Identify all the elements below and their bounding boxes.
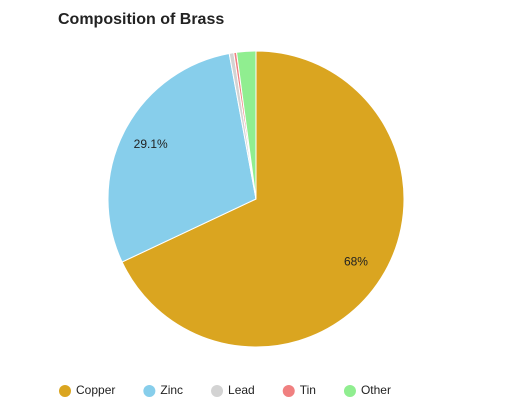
legend-label: Lead [228, 383, 255, 397]
legend-marker [59, 385, 71, 397]
chart-title: Composition of Brass [58, 11, 224, 28]
slice-label: 29.1% [134, 137, 168, 151]
legend-label: Tin [300, 383, 316, 397]
legend-label: Zinc [160, 383, 183, 397]
pie-slice [121, 50, 405, 348]
legend-marker [143, 385, 156, 397]
pie-slice [235, 50, 257, 200]
legend-label: Other [361, 383, 391, 397]
slice-label: 68% [344, 255, 368, 269]
legend-label: Copper [76, 383, 115, 397]
legend-marker [282, 385, 295, 397]
pie-slice [107, 52, 257, 263]
legend-marker [343, 385, 356, 397]
legend-marker [211, 385, 224, 397]
